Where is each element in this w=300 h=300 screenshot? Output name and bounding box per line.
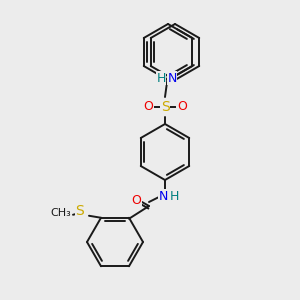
Text: S: S <box>76 204 84 218</box>
Text: S: S <box>160 100 169 114</box>
Text: CH₃: CH₃ <box>51 208 71 218</box>
Text: H: H <box>156 71 166 85</box>
Text: N: N <box>167 71 177 85</box>
Text: H: H <box>169 190 179 202</box>
Text: O: O <box>131 194 141 206</box>
Text: O: O <box>177 100 187 113</box>
Text: N: N <box>158 190 168 202</box>
Text: O: O <box>143 100 153 113</box>
